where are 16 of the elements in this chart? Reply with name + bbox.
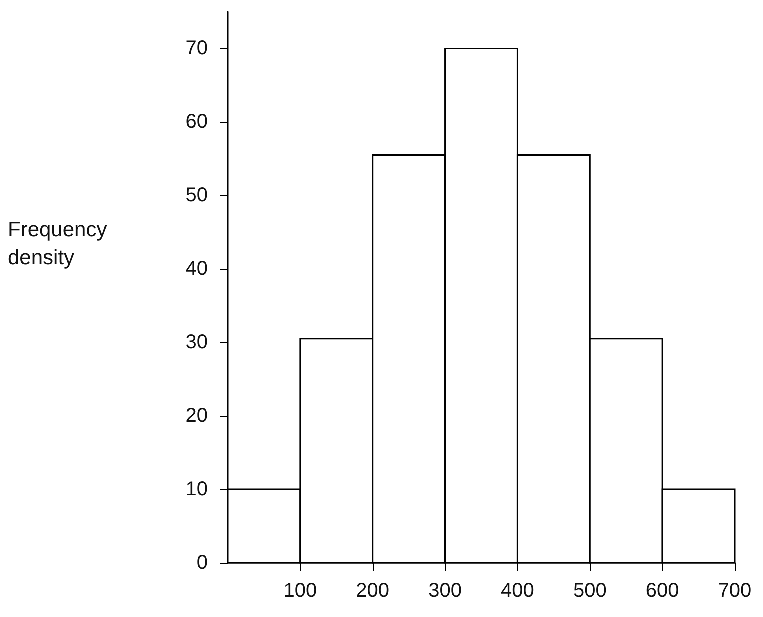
y-tick-label: 70 xyxy=(186,38,208,60)
y-tick-label: 10 xyxy=(186,478,208,501)
y-tick-label: 30 xyxy=(186,332,208,354)
x-tick-label: 700 xyxy=(718,580,752,602)
x-tick-label: 100 xyxy=(284,580,318,602)
y-tick-label: 20 xyxy=(186,405,208,428)
y-tick-label: 60 xyxy=(186,111,208,134)
x-tick-label: 600 xyxy=(646,580,680,602)
x-tick-label: 300 xyxy=(428,580,462,602)
y-tick-label: 40 xyxy=(186,258,208,280)
y-tick-label: 0 xyxy=(196,552,208,574)
x-tick-label: 500 xyxy=(573,580,607,602)
y-tick-label: 50 xyxy=(186,184,208,207)
x-tick-label: 400 xyxy=(501,580,534,602)
y-axis-title: Frequency density xyxy=(8,218,114,270)
x-tick-label: 200 xyxy=(356,580,390,602)
